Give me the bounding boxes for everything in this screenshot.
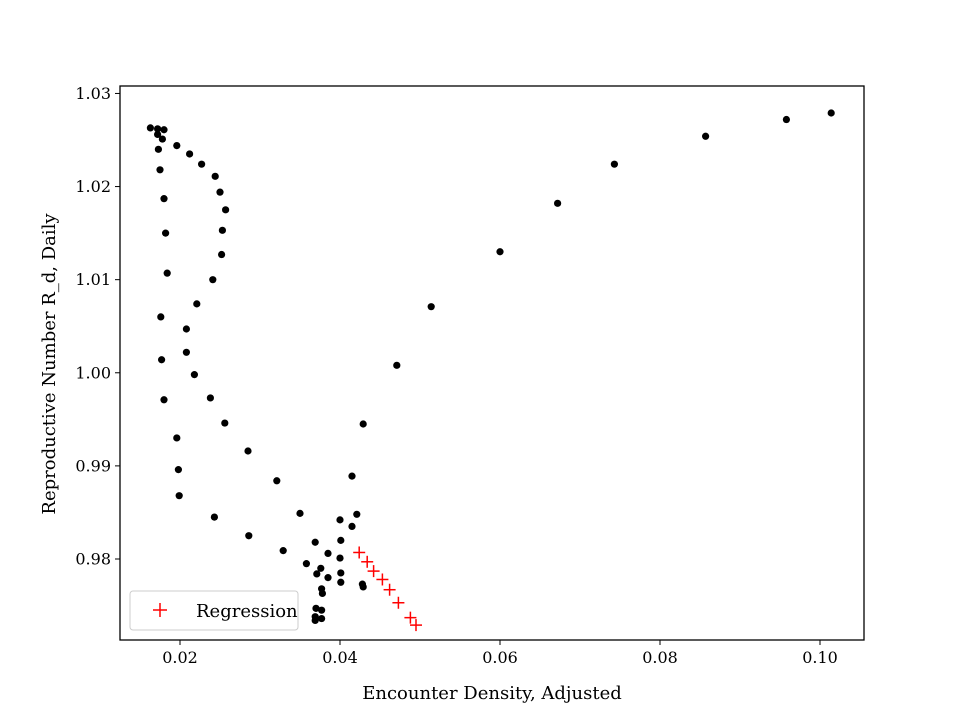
data-point — [336, 516, 344, 524]
y-tick-label: 1.01 — [75, 270, 111, 289]
data-point — [353, 510, 361, 518]
data-point — [318, 589, 326, 598]
legend-label-regression: Regression — [196, 601, 298, 622]
data-point — [160, 195, 168, 203]
data-point — [337, 569, 345, 577]
y-tick-label: 0.98 — [75, 549, 111, 568]
data-point — [296, 509, 304, 517]
data-point — [317, 564, 325, 572]
y-tick-label: 1.00 — [75, 363, 111, 382]
data-point — [158, 356, 166, 364]
data-point — [154, 125, 162, 133]
data-point — [427, 303, 435, 311]
data-point — [160, 396, 168, 404]
plot-frame — [119, 85, 865, 641]
data-point — [554, 199, 562, 207]
data-point — [218, 226, 226, 234]
data-point — [782, 115, 791, 124]
data-point — [359, 583, 367, 591]
data-point — [273, 477, 281, 485]
data-point — [313, 570, 321, 578]
data-point — [182, 325, 190, 333]
data-point — [193, 300, 201, 308]
data-point — [154, 130, 162, 139]
data-point — [302, 560, 310, 568]
x-tick-label: 0.06 — [482, 648, 518, 667]
data-point — [209, 276, 217, 284]
data-point — [221, 419, 229, 427]
data-point — [210, 513, 218, 521]
data-point — [190, 371, 198, 379]
data-point — [311, 616, 319, 625]
x-tick-label: 0.04 — [322, 648, 358, 667]
data-point — [311, 538, 319, 546]
y-tick-label: 1.02 — [75, 177, 111, 196]
data-point — [324, 574, 332, 582]
x-axis-ticks: 0.02 0.04 0.06 0.08 0.10 — [162, 640, 838, 667]
data-point — [160, 126, 168, 134]
regression-point — [367, 565, 380, 578]
data-point — [337, 578, 345, 586]
x-tick-label: 0.02 — [162, 648, 198, 667]
data-point — [279, 547, 287, 555]
data-point — [496, 248, 504, 256]
data-point — [174, 466, 182, 474]
data-point — [222, 206, 230, 214]
y-axis-ticks: 0.98 0.99 1.00 1.01 1.02 1.03 — [75, 84, 120, 568]
x-axis-title: Encounter Density, Adjusted — [362, 683, 622, 704]
data-point — [211, 172, 219, 180]
legend-box — [129, 590, 299, 631]
regression-point — [383, 583, 396, 596]
data-point — [827, 109, 835, 117]
x-tick-label: 0.10 — [802, 648, 838, 667]
data-point — [198, 160, 206, 168]
data-point — [186, 150, 194, 158]
data-point — [318, 606, 326, 614]
regression-point — [410, 619, 422, 632]
y-axis-title: Reproductive Number R_d, Daily — [39, 213, 60, 515]
data-point — [173, 434, 181, 442]
data-marks — [146, 109, 835, 632]
data-point — [337, 536, 345, 544]
data-point — [393, 361, 401, 369]
data-point — [146, 124, 154, 132]
data-point — [206, 394, 214, 402]
regression-point — [404, 611, 417, 624]
data-point — [359, 420, 367, 428]
data-point — [158, 135, 166, 143]
data-point — [702, 132, 710, 140]
y-tick-label: 1.03 — [75, 84, 111, 103]
regression-point — [361, 555, 374, 568]
data-point — [348, 472, 356, 480]
data-point — [348, 522, 356, 531]
data-point — [245, 532, 253, 540]
data-point — [157, 313, 165, 321]
data-point — [175, 492, 183, 500]
data-point — [173, 141, 181, 150]
data-point — [610, 160, 619, 168]
data-point — [218, 250, 226, 259]
y-tick-label: 0.99 — [75, 456, 111, 475]
data-point — [156, 166, 164, 174]
data-point — [312, 604, 320, 612]
legend: Regression — [129, 590, 299, 631]
data-point — [162, 229, 170, 237]
data-point — [336, 554, 344, 562]
regression-point — [353, 546, 366, 559]
data-point — [244, 447, 252, 455]
data-point — [154, 145, 162, 153]
data-point — [182, 348, 190, 356]
x-tick-label: 0.08 — [642, 648, 678, 667]
regression-point — [392, 596, 405, 609]
data-point — [216, 188, 224, 196]
data-point — [318, 614, 326, 623]
legend-plus-marker — [153, 603, 167, 617]
regression-point — [376, 573, 389, 586]
data-point — [324, 549, 332, 558]
data-point — [163, 269, 171, 277]
